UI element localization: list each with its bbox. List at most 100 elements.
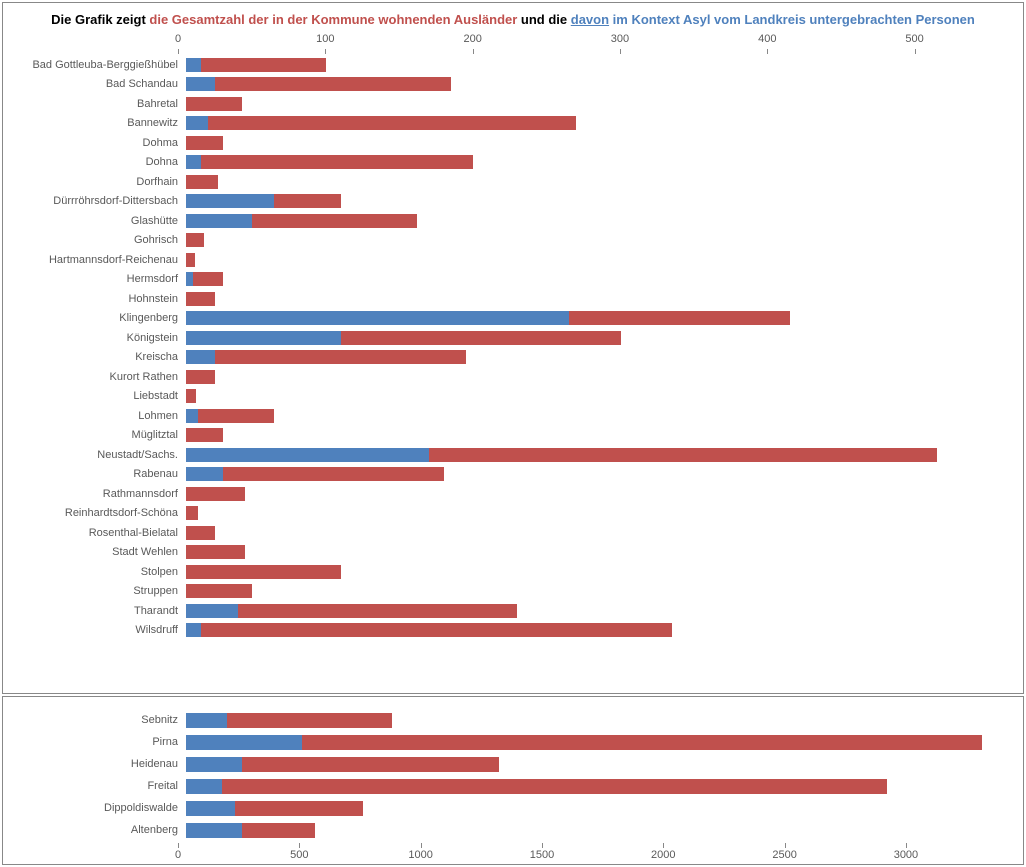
- bar-cell: [186, 801, 1003, 816]
- bar-row: Hartmannsdorf-Reichenau: [3, 250, 1003, 270]
- bar-segment-red: [186, 370, 215, 384]
- bottom-plot-area: SebnitzPirnaHeidenau Freital Dippoldiswald…: [3, 709, 1023, 865]
- bar-segment-red: [186, 175, 218, 189]
- bar-row: Hermsdorf: [3, 270, 1003, 290]
- bar-cell: [186, 526, 1003, 540]
- category-label: Wilsdruff: [3, 624, 186, 636]
- category-label: Freital: [3, 780, 186, 792]
- category-label: Bannewitz: [3, 117, 186, 129]
- title-part1: die Gesamtzahl der in der Kommune wohnen…: [149, 12, 517, 27]
- bar-segment-red: [235, 801, 364, 816]
- bar-row: Neustadt/Sachs.: [3, 445, 1003, 465]
- bar-segment-red: [186, 565, 341, 579]
- category-label: Stolpen: [3, 566, 186, 578]
- category-label: Dürrröhrsdorf-Dittersbach: [3, 195, 186, 207]
- axis-tick-mark: [325, 49, 326, 54]
- category-label: Glashütte: [3, 215, 186, 227]
- bar-segment-blue: [186, 623, 201, 637]
- bar-cell: [186, 58, 1003, 72]
- bar-cell: [186, 233, 1003, 247]
- top-x-axis: 0100200300400500: [3, 33, 1003, 55]
- bar-segment-red: [201, 155, 474, 169]
- bar-row: Gohrisch: [3, 231, 1003, 251]
- bar-cell: [186, 311, 1003, 325]
- bar-row: Reinhardtsdorf-Schöna: [3, 504, 1003, 524]
- bar-row: Dorfhain: [3, 172, 1003, 192]
- bar-cell: [186, 506, 1003, 520]
- top-bars: Bad Gottleuba-BerggießhübelBad SchandauB…: [3, 55, 1003, 640]
- axis-tick-mark: [663, 843, 664, 848]
- bar-segment-red: [569, 311, 790, 325]
- category-label: Bad Schandau: [3, 78, 186, 90]
- category-label: Bahretal: [3, 98, 186, 110]
- bar-row: Dürrröhrsdorf-Dittersbach: [3, 192, 1003, 212]
- bar-cell: [186, 175, 1003, 189]
- category-label: Müglitztal: [3, 429, 186, 441]
- bar-segment-blue: [186, 272, 193, 286]
- bar-cell: [186, 77, 1003, 91]
- bar-segment-blue: [186, 735, 302, 750]
- bar-cell: [186, 757, 1003, 772]
- bar-segment-red: [201, 58, 326, 72]
- category-label: Tharandt: [3, 605, 186, 617]
- category-label: Dorfhain: [3, 176, 186, 188]
- bar-segment-blue: [186, 713, 227, 728]
- bar-row: Tharandt: [3, 601, 1003, 621]
- bar-row: Königstein: [3, 328, 1003, 348]
- category-label: Kreischa: [3, 351, 186, 363]
- bar-segment-blue: [186, 779, 222, 794]
- category-label: Reinhardtsdorf-Schöna: [3, 507, 186, 519]
- bar-cell: [186, 713, 1003, 728]
- category-label: Hohnstein: [3, 293, 186, 305]
- category-label: Kurort Rathen: [3, 371, 186, 383]
- category-label: Liebstadt: [3, 390, 186, 402]
- axis-tick-mark: [473, 49, 474, 54]
- category-label: Dohma: [3, 137, 186, 149]
- bar-segment-red: [186, 253, 195, 267]
- axis-tick-label: 200: [463, 33, 481, 45]
- bar-cell: [186, 350, 1003, 364]
- bar-row: Bad Schandau: [3, 75, 1003, 95]
- bar-segment-blue: [186, 448, 429, 462]
- bar-row: Dippoldiswalde: [3, 797, 1003, 819]
- axis-tick-mark: [542, 843, 543, 848]
- bar-segment-red: [238, 604, 518, 618]
- bar-row: Sebnitz: [3, 709, 1003, 731]
- bar-segment-red: [215, 350, 465, 364]
- category-label: Dohna: [3, 156, 186, 168]
- bar-segment-red: [193, 272, 222, 286]
- axis-tick-label: 1000: [408, 849, 432, 861]
- axis-tick-mark: [421, 843, 422, 848]
- bar-row: Heidenau: [3, 753, 1003, 775]
- bar-segment-blue: [186, 311, 569, 325]
- bar-cell: [186, 214, 1003, 228]
- bar-row: Rathmannsdorf: [3, 484, 1003, 504]
- bottom-chart-panel: SebnitzPirnaHeidenau Freital Dippoldiswald…: [2, 696, 1024, 865]
- axis-tick-label: 2000: [651, 849, 675, 861]
- bar-row: Pirna: [3, 731, 1003, 753]
- bar-segment-red: [242, 757, 499, 772]
- bar-segment-blue: [186, 801, 235, 816]
- bar-segment-red: [186, 428, 223, 442]
- category-label: Rabenau: [3, 468, 186, 480]
- bar-row: Hohnstein: [3, 289, 1003, 309]
- bar-cell: [186, 409, 1003, 423]
- category-label: Gohrisch: [3, 234, 186, 246]
- category-label: Lohmen: [3, 410, 186, 422]
- chart-title: Die Grafik zeigt die Gesamtzahl der in d…: [3, 3, 1023, 33]
- bar-cell: [186, 116, 1003, 130]
- category-label: Rosenthal-Bielatal: [3, 527, 186, 539]
- bar-cell: [186, 779, 1003, 794]
- top-chart-panel: Die Grafik zeigt die Gesamtzahl der in d…: [2, 2, 1024, 694]
- bar-segment-red: [186, 233, 204, 247]
- axis-tick-mark: [767, 49, 768, 54]
- axis-tick-label: 2500: [772, 849, 796, 861]
- title-pre: Die Grafik zeigt: [51, 12, 149, 27]
- category-label: Hartmannsdorf-Reichenau: [3, 254, 186, 266]
- bar-segment-red: [186, 526, 215, 540]
- axis-tick-label: 100: [316, 33, 334, 45]
- title-mid: und die: [517, 12, 570, 27]
- bar-row: Kreischa: [3, 348, 1003, 368]
- axis-tick-mark: [178, 843, 179, 848]
- bar-segment-red: [222, 779, 887, 794]
